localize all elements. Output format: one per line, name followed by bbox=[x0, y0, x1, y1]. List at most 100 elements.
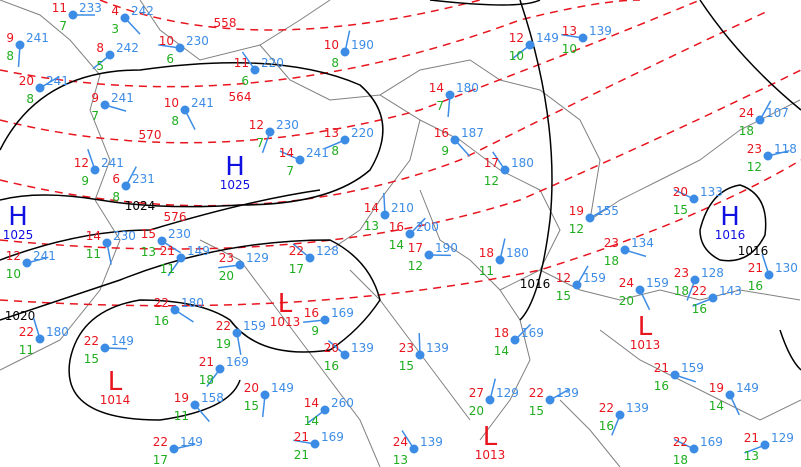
station-plot: 20 16 139 bbox=[324, 340, 374, 373]
station-plot: 10 8 190 bbox=[324, 30, 374, 70]
temperature-value: 21 bbox=[294, 430, 309, 444]
temperature-value: 16 bbox=[434, 126, 449, 140]
dewpoint-value: 3 bbox=[111, 22, 119, 36]
temperature-value: 24 bbox=[619, 276, 634, 290]
station-circle bbox=[68, 10, 78, 20]
station-plot: 22 11 180 bbox=[19, 317, 69, 357]
temperature-value: 12 bbox=[509, 31, 524, 45]
station-plot: 10 6 230 bbox=[158, 34, 209, 66]
pressure-center-low: L bbox=[483, 422, 498, 452]
station-plot: 16 14 200 bbox=[389, 217, 439, 252]
temperature-value: 10 bbox=[164, 96, 179, 110]
station-circle bbox=[670, 370, 680, 380]
temperature-value: 24 bbox=[739, 106, 754, 120]
temperature-value: 22 bbox=[84, 334, 99, 348]
dewpoint-value: 8 bbox=[112, 190, 120, 204]
temperature-value: 15 bbox=[141, 227, 156, 241]
pressure-value: 149 bbox=[536, 31, 559, 45]
thickness-label-group: 576 bbox=[164, 210, 187, 224]
station-circle bbox=[100, 343, 110, 353]
dewpoint-value: 6 bbox=[241, 74, 249, 88]
dewpoint-value: 18 bbox=[674, 284, 689, 298]
station-circle bbox=[405, 229, 415, 239]
pressure-value: 159 bbox=[646, 276, 669, 290]
station-circle bbox=[170, 305, 180, 315]
dewpoint-value: 6 bbox=[166, 52, 174, 66]
pressure-value: 128 bbox=[316, 244, 339, 258]
dewpoint-value: 15 bbox=[673, 203, 688, 217]
pressure-center-value: 1013 bbox=[475, 448, 506, 462]
pressure-value: 139 bbox=[556, 386, 579, 400]
temperature-value: 22 bbox=[529, 386, 544, 400]
station-circle bbox=[525, 40, 535, 50]
temperature-value: 21 bbox=[744, 431, 759, 445]
pressure-center-high: H bbox=[225, 152, 245, 182]
station-circle bbox=[305, 253, 315, 263]
temperature-value: 21 bbox=[748, 261, 763, 275]
dewpoint-value: 14 bbox=[304, 414, 319, 428]
station-plot: 4 3 242 bbox=[111, 4, 154, 36]
pressure-value: 241 bbox=[26, 31, 49, 45]
station-plot: 12 10 241 bbox=[6, 249, 56, 281]
station-plot: 23 12 118 bbox=[747, 142, 797, 174]
station-circle bbox=[120, 13, 130, 23]
pressure-value: 139 bbox=[420, 435, 443, 449]
temperature-value: 21 bbox=[160, 244, 175, 258]
station-circle bbox=[545, 395, 555, 405]
dewpoint-value: 11 bbox=[160, 262, 175, 276]
station-plot: 9 7 241 bbox=[91, 91, 134, 123]
pressure-value: 180 bbox=[456, 81, 479, 95]
station-circle bbox=[320, 315, 330, 325]
temperature-value: 14 bbox=[86, 229, 101, 243]
isobar-label: 1020 bbox=[5, 309, 36, 323]
temperature-value: 19 bbox=[174, 391, 189, 405]
thickness-label: 558 bbox=[214, 16, 237, 30]
temperature-value: 12 bbox=[6, 249, 21, 263]
station-circle bbox=[260, 390, 270, 400]
station-plot: 14 11 230 bbox=[86, 229, 136, 265]
dewpoint-value: 8 bbox=[6, 49, 14, 63]
station-plot: 24 13 139 bbox=[393, 430, 443, 467]
dewpoint-value: 21 bbox=[294, 448, 309, 462]
pressure-value: 149 bbox=[187, 244, 210, 258]
station-plot: 20 8 241 bbox=[19, 74, 69, 106]
dewpoint-value: 13 bbox=[141, 245, 156, 259]
station-circle bbox=[157, 236, 167, 246]
temperature-value: 6 bbox=[112, 172, 120, 186]
isobar-label: 1024 bbox=[125, 199, 156, 213]
pressure-value: 155 bbox=[596, 204, 619, 218]
station-circle bbox=[235, 260, 245, 270]
pressure-value: 149 bbox=[111, 334, 134, 348]
dewpoint-value: 15 bbox=[84, 352, 99, 366]
dewpoint-value: 17 bbox=[289, 262, 304, 276]
station-circle bbox=[760, 440, 770, 450]
temperature-value: 22 bbox=[599, 401, 614, 415]
pressure-value: 158 bbox=[201, 391, 224, 405]
pressure-value: 231 bbox=[132, 172, 155, 186]
station-plot: 24 20 159 bbox=[619, 276, 669, 311]
pressure-value: 220 bbox=[351, 126, 374, 140]
pressure-value: 190 bbox=[351, 38, 374, 52]
pressure-value: 233 bbox=[79, 1, 102, 15]
thickness-lines bbox=[0, 0, 801, 307]
station-circle bbox=[180, 105, 190, 115]
temperature-value: 11 bbox=[234, 56, 249, 70]
pressure-value: 139 bbox=[351, 341, 374, 355]
station-plot: 14 7 241 bbox=[279, 146, 329, 178]
isobars bbox=[0, 0, 801, 421]
temperature-value: 23 bbox=[747, 142, 762, 156]
station-circle bbox=[415, 350, 425, 360]
dewpoint-value: 15 bbox=[556, 289, 571, 303]
station-circle bbox=[320, 405, 330, 415]
dewpoint-value: 18 bbox=[673, 453, 688, 467]
temperature-value: 27 bbox=[469, 386, 484, 400]
isobar-label-group: 1016 bbox=[520, 277, 551, 291]
station-plot: 10 8 241 bbox=[164, 96, 214, 130]
dewpoint-value: 16 bbox=[692, 302, 707, 316]
pressure-value: 241 bbox=[101, 156, 124, 170]
temperature-value: 4 bbox=[111, 4, 119, 18]
pressure-center-low: L bbox=[278, 289, 293, 319]
station-circle bbox=[295, 155, 305, 165]
station-plot: 12 10 149 bbox=[509, 31, 559, 63]
